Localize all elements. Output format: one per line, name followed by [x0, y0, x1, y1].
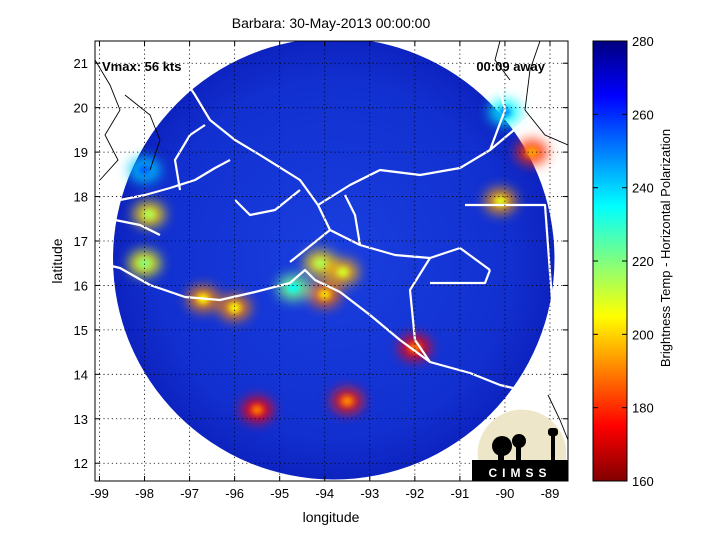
hotspot-core — [138, 164, 151, 175]
y-tick-label: 19 — [74, 145, 88, 160]
x-tick-label: -94 — [315, 486, 334, 501]
hotspot-core — [494, 196, 507, 206]
colorbar-tick-label: 160 — [632, 474, 654, 489]
y-ticks: 12 13 14 15 16 17 18 19 20 21 — [74, 56, 568, 471]
y-tick-label: 18 — [74, 190, 88, 205]
x-tick-label: -93 — [360, 486, 379, 501]
hotspot-core — [341, 396, 354, 406]
y-axis-label: latitude — [49, 238, 65, 283]
y-tick-label: 14 — [74, 367, 88, 382]
y-tick-label: 12 — [74, 456, 88, 471]
time-away-annotation: 00:09 away — [476, 59, 545, 74]
land-outlines — [95, 41, 568, 441]
axes-frame — [94, 40, 569, 482]
hotspot-core — [336, 267, 349, 278]
vmax-annotation: Vmax: 56 kts — [102, 59, 182, 74]
hotspot-core — [251, 404, 264, 415]
colorbar-tick-label: 200 — [632, 327, 654, 342]
colorbar-tick-label: 180 — [632, 401, 654, 416]
colorbar-tick-label: 220 — [632, 254, 654, 269]
x-tick-label: -91 — [450, 486, 469, 501]
y-tick-label: 21 — [74, 56, 88, 71]
x-tick-label: -96 — [225, 486, 244, 501]
x-tick-label: -97 — [180, 486, 199, 501]
hotspot-core — [228, 302, 241, 313]
x-axis-label: longitude — [303, 509, 360, 525]
hotspot-core — [138, 258, 151, 269]
x-tick-label: -90 — [496, 486, 515, 501]
x-tick-label: -89 — [541, 486, 560, 501]
plot-area — [95, 41, 568, 481]
y-tick-label: 17 — [74, 234, 88, 249]
cimss-logo: CIMSS — [472, 409, 568, 481]
x-ticks: -99 -98 -97 -96 -95 -94 -93 -92 -91 -90 -89 — [90, 41, 559, 501]
x-tick-label: -99 — [90, 486, 109, 501]
hotspots — [128, 99, 548, 423]
colorbar-label: Brightness Temp - Horizontal Polarizatio… — [658, 129, 673, 367]
chart-title: Barbara: 30-May-2013 00:00:00 — [232, 15, 431, 31]
colorbar-tick-label: 260 — [632, 107, 654, 122]
hotspot-core — [143, 209, 156, 220]
x-tick-label: -95 — [270, 486, 289, 501]
hotspot-core — [287, 282, 300, 293]
colorbar-tick-label: 240 — [632, 181, 654, 196]
colorbar — [592, 40, 628, 482]
y-tick-label: 15 — [74, 323, 88, 338]
hotspot-core — [318, 289, 331, 300]
x-tick-label: -92 — [405, 486, 424, 501]
y-tick-label: 20 — [74, 101, 88, 116]
y-tick-label: 16 — [74, 278, 88, 293]
colorbar-tick-label: 280 — [632, 34, 654, 49]
colorbar-ticks: 160 180 200 220 240 260 280 — [593, 34, 654, 489]
hotspot-core — [314, 258, 327, 269]
y-tick-label: 13 — [74, 412, 88, 427]
cimss-logo-text: CIMSS — [488, 466, 551, 480]
x-tick-label: -98 — [135, 486, 154, 501]
